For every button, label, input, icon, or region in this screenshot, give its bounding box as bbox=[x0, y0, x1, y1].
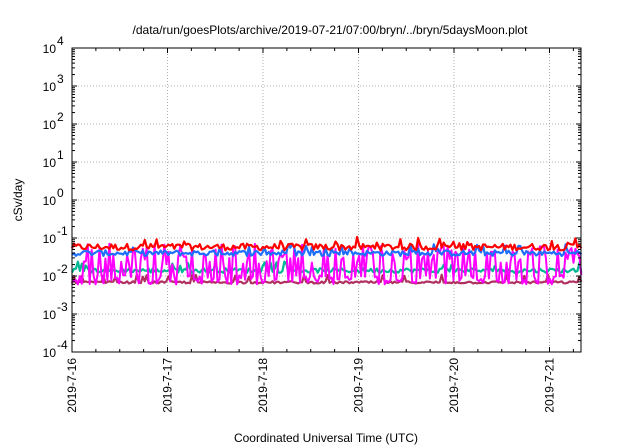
y-tick-label: 10 bbox=[43, 346, 57, 360]
series-line-3 bbox=[71, 242, 583, 286]
y-tick-exponent: -1 bbox=[57, 224, 68, 238]
x-tick-label: 2019-7-19 bbox=[352, 358, 366, 413]
y-tick-exponent: 4 bbox=[57, 34, 64, 48]
y-tick-label: 10 bbox=[43, 42, 57, 56]
series-group bbox=[70, 235, 583, 286]
x-axis-label: Coordinated Universal Time (UTC) bbox=[234, 431, 418, 445]
x-tick-label: 2019-7-18 bbox=[256, 358, 270, 413]
x-axis: 2019-7-16 2019-7-17 2019-7-18 2019-7-19 2019… bbox=[65, 48, 574, 413]
y-tick-label: 10 bbox=[43, 232, 57, 246]
y-tick-label: 10 bbox=[43, 156, 57, 170]
grid-lines bbox=[72, 48, 581, 352]
y-tick-exponent: 1 bbox=[57, 148, 64, 162]
series-line-1 bbox=[71, 243, 583, 258]
y-tick-label: 10 bbox=[43, 308, 57, 322]
y-tick-exponent: 3 bbox=[57, 72, 64, 86]
y-tick-exponent: 2 bbox=[57, 110, 64, 124]
x-tick-label: 2019-7-20 bbox=[447, 358, 461, 413]
y-tick-exponent: -2 bbox=[57, 262, 68, 276]
y-tick-label: 10 bbox=[43, 194, 57, 208]
y-tick-label: 10 bbox=[43, 80, 57, 94]
y-tick-exponent: 0 bbox=[57, 186, 64, 200]
y-tick-label: 10 bbox=[43, 118, 57, 132]
y-tick-exponent: -4 bbox=[57, 338, 68, 352]
y-tick-exponent: -3 bbox=[57, 300, 68, 314]
x-tick-label: 2019-7-16 bbox=[65, 358, 79, 413]
y-axis-label: cSv/day bbox=[11, 179, 25, 222]
y-tick-label: 10 bbox=[43, 270, 57, 284]
chart-title: /data/run/goesPlots/archive/2019-07-21/0… bbox=[133, 23, 529, 37]
x-tick-label: 2019-7-21 bbox=[543, 358, 557, 413]
series-line-0 bbox=[70, 235, 583, 252]
x-tick-label: 2019-7-17 bbox=[161, 358, 175, 413]
